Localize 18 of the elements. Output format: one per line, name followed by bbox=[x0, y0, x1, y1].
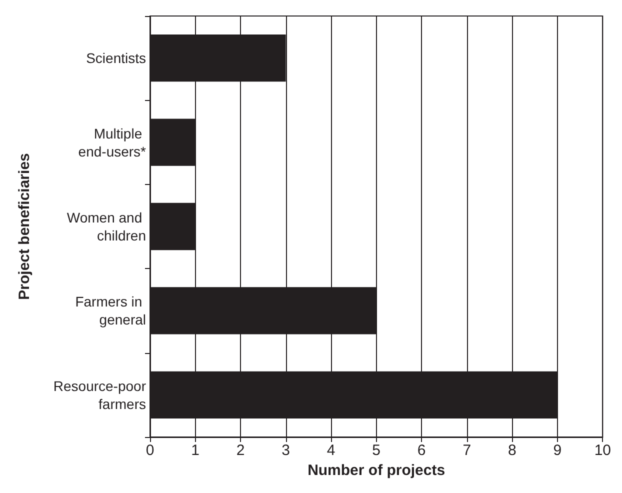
x-tick-label: 3 bbox=[282, 442, 290, 459]
y-tick-label: Multiple end-users* bbox=[78, 125, 147, 160]
x-tick-label: 10 bbox=[594, 442, 611, 459]
x-tick-label: 5 bbox=[372, 442, 380, 459]
y-tick-label: Scientists bbox=[86, 50, 146, 66]
x-tick-label: 8 bbox=[508, 442, 516, 459]
y-tick-label: Farmers in general bbox=[75, 294, 146, 328]
y-tick-label: Women and children bbox=[66, 210, 146, 244]
x-tick-label: 7 bbox=[462, 442, 472, 459]
x-tick-label: 2 bbox=[236, 442, 245, 459]
y-tick-label: Resource-poor farmers bbox=[53, 378, 146, 412]
x-tick-label: 6 bbox=[417, 442, 426, 459]
x-tick-label: 1 bbox=[191, 442, 200, 459]
y-axis-title: Project beneficiaries bbox=[16, 153, 33, 300]
x-axis-title: Number of projects bbox=[308, 462, 446, 479]
x-tick-label: 4 bbox=[326, 442, 336, 459]
x-tick-label: 9 bbox=[553, 442, 562, 459]
x-tick-label: 0 bbox=[146, 442, 154, 459]
